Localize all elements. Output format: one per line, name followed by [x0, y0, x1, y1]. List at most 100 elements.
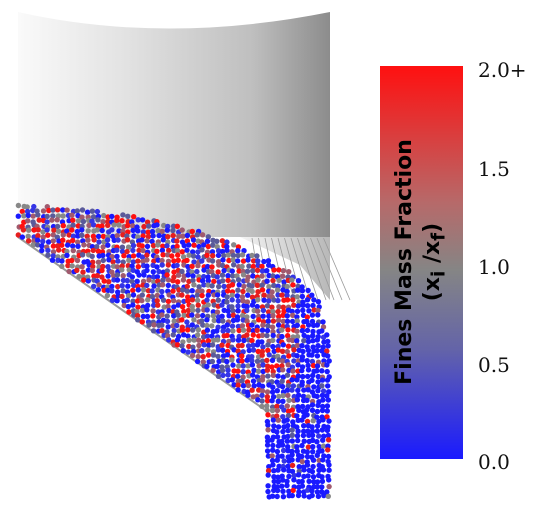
particle [274, 434, 281, 440]
particle [275, 373, 281, 379]
particle [255, 348, 261, 355]
particle [285, 362, 291, 368]
particle [224, 332, 230, 339]
particle [264, 442, 271, 448]
particle [259, 268, 266, 274]
particle [159, 328, 165, 334]
particle [50, 253, 56, 259]
particle [134, 298, 141, 304]
particle [281, 279, 287, 285]
particle [40, 234, 46, 240]
particle [310, 474, 317, 480]
particle [154, 264, 160, 270]
particle [275, 297, 281, 304]
particle [215, 252, 222, 259]
particle [305, 334, 311, 340]
particle [260, 362, 266, 368]
particle [156, 268, 162, 275]
particle [210, 253, 216, 259]
particle [151, 322, 157, 328]
particle [264, 327, 271, 334]
particle [266, 298, 272, 304]
particle [180, 233, 186, 239]
particle [279, 453, 285, 459]
particle [284, 438, 291, 444]
particle [94, 244, 100, 250]
particle [131, 214, 137, 220]
particle [294, 444, 300, 450]
particle [279, 483, 285, 489]
particle [225, 377, 231, 384]
particle [190, 344, 196, 350]
particle [294, 318, 300, 324]
particle [164, 227, 170, 233]
colorbar-tick-min: 0.0 [478, 450, 510, 474]
particle [80, 269, 86, 275]
particle [249, 288, 255, 295]
particle [299, 382, 305, 388]
particle [301, 387, 307, 393]
particle [196, 342, 202, 349]
particle [174, 238, 180, 244]
particle [244, 277, 250, 283]
particle [104, 237, 111, 243]
particle [220, 278, 226, 284]
particle [295, 303, 301, 309]
particle [280, 398, 286, 404]
particle [231, 242, 237, 248]
particle [101, 212, 107, 219]
particle [215, 353, 221, 360]
particle [251, 279, 257, 285]
particle [139, 319, 145, 325]
particle [149, 288, 155, 294]
particle [35, 227, 41, 233]
particle [274, 388, 280, 394]
particle [249, 358, 255, 364]
particle [79, 214, 85, 220]
particle [191, 337, 197, 343]
particle [230, 252, 237, 259]
particle [315, 388, 321, 394]
particle [305, 303, 311, 309]
particle [274, 457, 280, 463]
particle [154, 292, 160, 299]
particle [154, 222, 160, 228]
particle [295, 287, 301, 293]
particle [164, 272, 170, 278]
particle [264, 268, 270, 274]
particle [171, 327, 177, 334]
particle [170, 288, 176, 294]
particle [224, 299, 230, 305]
particle [326, 477, 332, 483]
particle [166, 308, 172, 314]
particle [105, 242, 111, 248]
particle [66, 268, 72, 275]
particle [264, 357, 270, 364]
particle [130, 253, 137, 259]
particle [289, 462, 296, 469]
particle [296, 407, 302, 413]
particle [54, 223, 61, 230]
particle [305, 428, 311, 434]
particle [250, 328, 256, 334]
particle [105, 222, 111, 228]
particle [276, 313, 282, 320]
particle [180, 277, 187, 283]
particle [144, 257, 150, 263]
particle [299, 343, 305, 349]
particle [210, 367, 216, 374]
particle [275, 292, 281, 298]
particle [210, 313, 217, 319]
particle [314, 489, 321, 495]
particle [280, 494, 287, 500]
particle [301, 338, 307, 344]
particle [106, 279, 112, 285]
particle [216, 358, 222, 364]
particle [245, 292, 251, 298]
particle [275, 308, 281, 315]
particle [276, 393, 282, 400]
particle [284, 478, 290, 484]
particle [304, 418, 311, 425]
particle [24, 208, 31, 215]
particle [209, 264, 215, 270]
